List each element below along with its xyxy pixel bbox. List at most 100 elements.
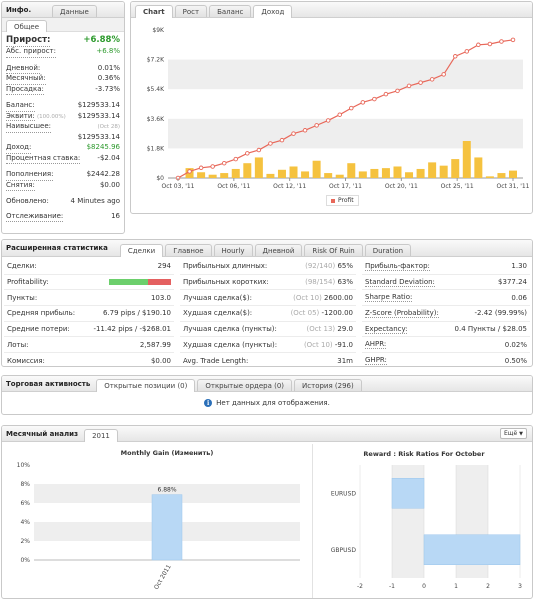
expectancy-value: 0.4 Пункты / $28.05	[454, 325, 527, 334]
trades-value: 294	[157, 262, 171, 271]
chart-panel-header: Chart Рост Баланс Доход	[131, 2, 532, 18]
withdrawals-value: $0.00	[99, 180, 120, 189]
profit-bar	[485, 176, 494, 178]
ahpr-label[interactable]: AHPR:	[365, 340, 387, 350]
profit-bar	[266, 173, 275, 178]
best-trade-pips-value: 29.0	[337, 325, 353, 334]
trading-activity-title: Торговая активность	[6, 379, 91, 388]
tab-data[interactable]: Данные	[52, 5, 97, 17]
abs-growth-label[interactable]: Абс. прирост:	[6, 46, 56, 58]
tab-open-positions[interactable]: Открытые позиции (0)	[96, 379, 196, 392]
profit-point	[487, 41, 493, 47]
legend-marker	[331, 198, 335, 203]
deposits-label[interactable]: Пополнения:	[6, 169, 54, 181]
tab-duration[interactable]: Duration	[364, 244, 412, 256]
empty-message: i Нет данных для отображения.	[2, 392, 532, 414]
interest-value: -$2.04	[97, 153, 120, 162]
profit-bar	[393, 166, 402, 178]
best-trade-label: Лучшая сделка($):	[183, 293, 252, 302]
chart-legend: Profit	[326, 195, 359, 206]
tab-history[interactable]: История (296)	[294, 379, 362, 391]
interest-label[interactable]: Процентная ставка:	[6, 153, 81, 164]
profitability-bar	[109, 279, 171, 286]
z-score-value: -2.42 (99.99%)	[474, 309, 528, 318]
tab-risk-of-ruin[interactable]: Risk Of Ruin	[304, 244, 363, 256]
tab-hourly[interactable]: Hourly	[213, 244, 253, 256]
profit-bar	[509, 170, 517, 178]
drawdown-label[interactable]: Просадка:	[6, 84, 44, 95]
x-axis-tick: Oct 20, '11	[385, 183, 418, 190]
profit-bar	[254, 157, 263, 178]
points-value: 103.0	[150, 293, 171, 302]
sharpe-value: 0.06	[511, 293, 527, 302]
x-axis-tick: Oct 31, '11	[496, 183, 529, 190]
profit-bar	[439, 165, 448, 178]
profit-bar	[312, 160, 321, 178]
profit-point	[372, 96, 377, 102]
reward-chart-title: Reward : Risk Ratios For October	[363, 450, 485, 458]
highest-label[interactable]: Наивысшее:	[6, 121, 51, 133]
avg-trade-length-value: 31m	[337, 356, 353, 365]
expectancy-label[interactable]: Expectancy:	[365, 324, 408, 334]
profit-bar	[474, 157, 483, 178]
tab-chart[interactable]: Chart	[135, 5, 173, 18]
monthly-analysis-title: Месячный анализ	[6, 429, 79, 438]
monthly-y-tick: 10%	[17, 462, 31, 469]
reward-x-tick: -2	[357, 583, 363, 590]
monthly-label[interactable]: Месячный:	[6, 73, 46, 85]
monthly-y-tick: 8%	[20, 481, 30, 488]
sharpe-label[interactable]: Sharpe Ratio:	[365, 293, 413, 303]
equity-label[interactable]: Эквити:	[6, 111, 35, 121]
tab-year-2011[interactable]: 2011	[84, 429, 118, 442]
trading-activity-header: Торговая активность Открытые позиции (0)…	[2, 376, 532, 392]
z-score-label[interactable]: Z-Score (Probability):	[365, 308, 439, 318]
std-dev-label[interactable]: Standard Deviation:	[365, 277, 435, 287]
tab-growth[interactable]: Рост	[174, 5, 208, 17]
y-axis-tick: $7.2K	[147, 57, 165, 64]
daily-label[interactable]: Дневной:	[6, 63, 41, 74]
tab-general[interactable]: Общее	[6, 20, 48, 32]
avg-trade-length-label: Avg. Trade Length:	[183, 356, 249, 365]
monthly-analysis-panel: Месячный анализ 2011 Ещё ▼ Monthly Gain …	[1, 425, 533, 599]
commission-value: $0.00	[150, 356, 171, 365]
more-dropdown[interactable]: Ещё ▼	[500, 428, 527, 439]
growth-label[interactable]: Прирост:	[6, 35, 51, 47]
avg-loss-value: -11.42 pips / -$268.01	[93, 325, 171, 334]
profit-bar	[243, 163, 252, 178]
trading-activity-panel: Торговая активность Открытые позиции (0)…	[1, 375, 533, 415]
reward-category-label: GBPUSD	[331, 547, 357, 554]
short-won-value: 63%	[337, 278, 353, 287]
tracking-label[interactable]: Отслеживание:	[6, 211, 64, 222]
profit-label[interactable]: Доход:	[6, 142, 32, 154]
balance-label[interactable]: Баланс:	[6, 100, 35, 112]
worst-trade-pips-label: Худшая сделка (пункты):	[183, 340, 278, 349]
avg-loss-label: Средние потери:	[7, 325, 70, 334]
chart-grid-band	[168, 59, 523, 90]
tab-profit[interactable]: Доход	[253, 5, 293, 18]
empty-message-text: Нет данных для отображения.	[216, 399, 330, 407]
highest-date: (Oct 28)	[97, 124, 120, 130]
info-panel: Инфо. Данные Общее Прирост: +6.88% Абс. …	[1, 1, 125, 234]
x-axis-tick: Oct 06, '11	[217, 183, 250, 190]
profit-point	[441, 72, 446, 77]
worst-trade-pips-value: -91.0	[334, 340, 353, 349]
worst-trade-value: -1200.00	[321, 309, 353, 318]
monthly-x-tick: Oct 2011	[153, 563, 173, 591]
stats-panel: Расширенная статистика Сделки Главное Ho…	[1, 239, 533, 367]
tab-open-orders[interactable]: Открытые ордера (0)	[197, 379, 293, 391]
profit-point	[245, 151, 250, 156]
tab-trades[interactable]: Сделки	[119, 244, 164, 257]
profit-point	[360, 100, 366, 105]
info-panel-title: Инфо.	[6, 5, 32, 14]
ghpr-label[interactable]: GHPR:	[365, 356, 387, 366]
tab-daily[interactable]: Дневной	[254, 244, 303, 256]
info-panel-header: Инфо. Данные	[2, 2, 124, 18]
profit-factor-label[interactable]: Прибыль-фактор:	[365, 261, 430, 271]
tab-balance[interactable]: Баланс	[209, 5, 252, 17]
withdrawals-label[interactable]: Снятия:	[6, 180, 35, 191]
tab-main[interactable]: Главное	[165, 244, 212, 256]
monthly-analysis-header: Месячный анализ 2011 Ещё ▼	[2, 426, 532, 442]
profit-bar	[208, 174, 217, 178]
y-axis-tick: $0	[156, 175, 164, 182]
worst-trade-pips-date: (Oct 10)	[303, 340, 333, 349]
